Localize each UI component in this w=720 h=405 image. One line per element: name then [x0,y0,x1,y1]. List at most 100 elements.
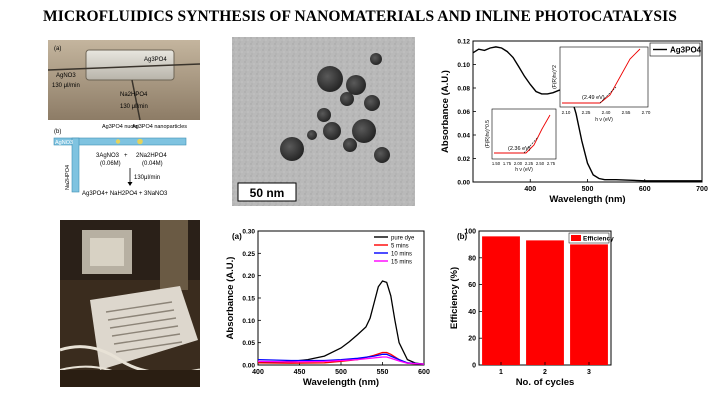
agno3-label: AgNO3 [56,73,76,79]
device-panel: (a) Ag3PO4 AgNO3 130 μl/min Na2HPO4 130 … [47,40,201,200]
inset-x-tick-label: 2.55 [622,110,631,115]
y-tick-label: 40 [468,309,476,316]
inset-y-label: (F(R)hν)^0.5 [485,120,491,148]
legend-label: 10 mins [391,251,412,257]
inset-x-tick-label: 2.25 [525,161,534,166]
uv-vis-chart: 400 500 600 700 0.00 0.02 0.04 0.06 0.08 0.10 0.12… [440,37,715,209]
scale-bar-box [237,182,297,202]
inset-x-tick-label: 2.00 [514,161,523,166]
products: Ag3PO4+ NaH2PO4 + 3NaNO3 [82,191,168,197]
inset-x-label: h ν (eV) [595,117,613,123]
inset-x-tick-label: 2.75 [547,161,556,166]
inset-x-tick-label: 1.75 [503,161,512,166]
degradation-svg: 400 450 500 550 600 0.00 0.05 0.10 0.15 0.20 0.25 0… [225,229,430,389]
nanoparticle [346,75,366,95]
y-tick-label: 0.12 [457,39,470,46]
uv-vis-svg: 400 500 600 700 0.00 0.02 0.04 0.06 0.08 0.10 0.12… [440,39,708,206]
legend-label: 5 mins [391,243,409,249]
legend-swatch [571,235,581,241]
legend-box [568,232,610,244]
nanoparticle [307,130,317,140]
label-a: (a) [54,46,61,52]
x-tick-label: 550 [377,369,389,376]
y-tick-label: 0.00 [242,363,255,370]
photoreactor-photo [59,220,201,387]
chip-label: Ag3PO4 [144,57,167,63]
nanoparticles-label: Ag3PO4 nanoparticles [132,124,187,130]
legend-label: pure dye [391,235,415,241]
nanoparticle [352,119,376,143]
series-line-10-mins [257,353,425,365]
legend-label: Efficiency [583,236,614,243]
na-label: Na2HPO4 [120,92,148,98]
legend-label: 15 mins [391,259,412,265]
nanoparticle [374,147,390,163]
inset-x-tick-label: 2.25 [582,110,591,115]
tem-figure: 50 nm [232,37,415,206]
channel-vertical [71,137,80,193]
y-tick-label: 0.06 [457,109,470,116]
y-tick-label: 0.04 [457,133,470,140]
plus-sign: + [124,153,128,159]
x-tick-label: 400 [252,369,264,376]
y-tick-label: 0.02 [457,156,470,163]
nanoparticle-dot [137,138,143,145]
y-tick-label: 0.20 [242,273,255,280]
x-tick-label: 600 [418,369,430,376]
bar [570,244,608,365]
x-tick-label: 500 [335,369,347,376]
legend: Efficiency [568,232,614,244]
efficiency-chart: (b) 0 20 40 60 80 100 1 2 3 No. of cycles Efficienc… [445,225,620,397]
y-tick-label: 0.05 [242,340,255,347]
y-tick-label: 0.10 [242,318,255,325]
y-tick-label: 20 [468,336,476,343]
inset-x-label: h ν (eV) [515,167,533,173]
x-tick-label: 450 [294,369,306,376]
y-axis-label: Efficiency (%) [449,267,460,329]
inset-fit-line [523,136,539,154]
y-tick-label: 0.10 [457,62,470,69]
inset-x-tick-label: 2.70 [642,110,651,115]
y-tick-label: 100 [464,229,476,236]
bar [526,240,564,365]
panel-label: (b) [457,232,468,241]
inset-x-tick-label: 2.40 [602,110,611,115]
y-tick-label: 0.30 [242,229,255,236]
bar [482,236,520,365]
nanoparticle [370,53,382,65]
device-figure: (a) Ag3PO4 AgNO3 130 μl/min Na2HPO4 130 … [47,40,201,197]
legend-label: Ag3PO4 [670,46,702,55]
x-tick-label: 500 [582,186,594,193]
inset-x-tick-label: 2.10 [562,110,571,115]
reactant-a: 3AgNO3 [96,153,120,159]
reactor-bag [90,286,198,370]
tem-image: 50 nm [232,37,415,206]
y-tick-label: 0.00 [457,180,470,187]
series-line-pure-dye [257,280,425,365]
reactant-b: 2Na2HPO4 [136,153,167,159]
agno3-rate: 130 μl/min [52,83,80,89]
slide-title: MICROFLUIDICS SYNTHESIS OF NANOMATERIALS… [43,8,677,25]
x-tick-label: 3 [587,369,591,376]
y-tick-label: 0.25 [242,251,255,258]
side-label: Na2HPO4 [65,165,71,190]
x-tick-label: 400 [524,186,536,193]
nuclei-dot [115,139,121,144]
y-tick-label: 0.15 [242,296,255,303]
inset-annotation: (2.36 eV) [508,146,531,152]
x-axis-label: Wavelength (nm) [549,194,625,205]
y-tick-label: 0.08 [457,86,470,93]
inset-y-label: (F(R)hν)^2 [552,65,558,89]
y-axis-label: Absorbance (A.U.) [440,70,451,153]
inset-fit-line [599,86,617,104]
reactant-a-conc: (0.06M) [100,161,121,167]
x-tick-label: 600 [639,186,651,193]
nanoparticle [280,137,304,161]
inset-frame [559,46,649,108]
legend: Ag3PO4 [649,42,702,57]
series-line-15-mins [257,356,425,365]
nanoparticle [317,66,343,92]
x-tick-label: 2 [543,369,547,376]
efficiency-svg: (b) 0 20 40 60 80 100 1 2 3 No. of cycles Efficienc… [449,229,614,389]
inset-annotation: (2.49 eV) [582,95,605,101]
